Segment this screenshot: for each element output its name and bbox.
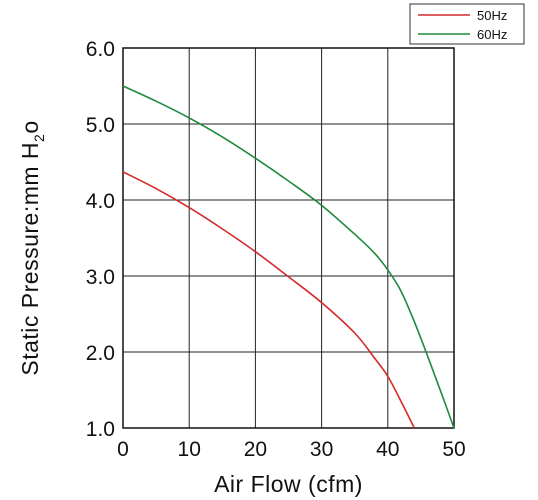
series-line-60hz: [122, 85, 455, 429]
y-tick-label: 6.0: [86, 38, 115, 61]
y-tick-labels: 1.0 2.0 3.0 4.0 5.0 6.0: [86, 38, 115, 441]
x-tick-label: 0: [117, 438, 129, 461]
y-tick-label: 5.0: [86, 114, 115, 137]
x-tick-label: 10: [178, 438, 201, 461]
legend: 50Hz 60Hz: [409, 3, 525, 45]
y-tick-label: 3.0: [86, 266, 115, 289]
legend-label-50hz: 50Hz: [477, 8, 507, 23]
y-tick-label: 4.0: [86, 190, 115, 213]
grid: [122, 47, 455, 429]
legend-label-60hz: 60Hz: [477, 27, 507, 42]
x-tick-label: 30: [310, 438, 333, 461]
y-tick-label: 2.0: [86, 342, 115, 365]
x-tick-label: 20: [244, 438, 267, 461]
plot-frame: [122, 47, 455, 429]
x-tick-label: 50: [442, 438, 465, 461]
y-axis-title-subscript: 2: [31, 134, 47, 142]
y-axis-title-tail: o: [17, 120, 43, 133]
x-tick-labels: 0 10 20 30 40 50: [117, 438, 466, 461]
y-tick-label: 1.0: [86, 418, 115, 441]
legend-box: [409, 3, 525, 45]
x-tick-label: 40: [376, 438, 399, 461]
x-axis-title: Air Flow (cfm): [214, 471, 363, 497]
y-axis-title-main: Static Pressure:mm H: [17, 142, 43, 376]
series-line-50hz: [122, 171, 415, 429]
series-lines: [122, 85, 455, 429]
y-axis-title: Static Pressure:mm H2o: [17, 120, 47, 375]
